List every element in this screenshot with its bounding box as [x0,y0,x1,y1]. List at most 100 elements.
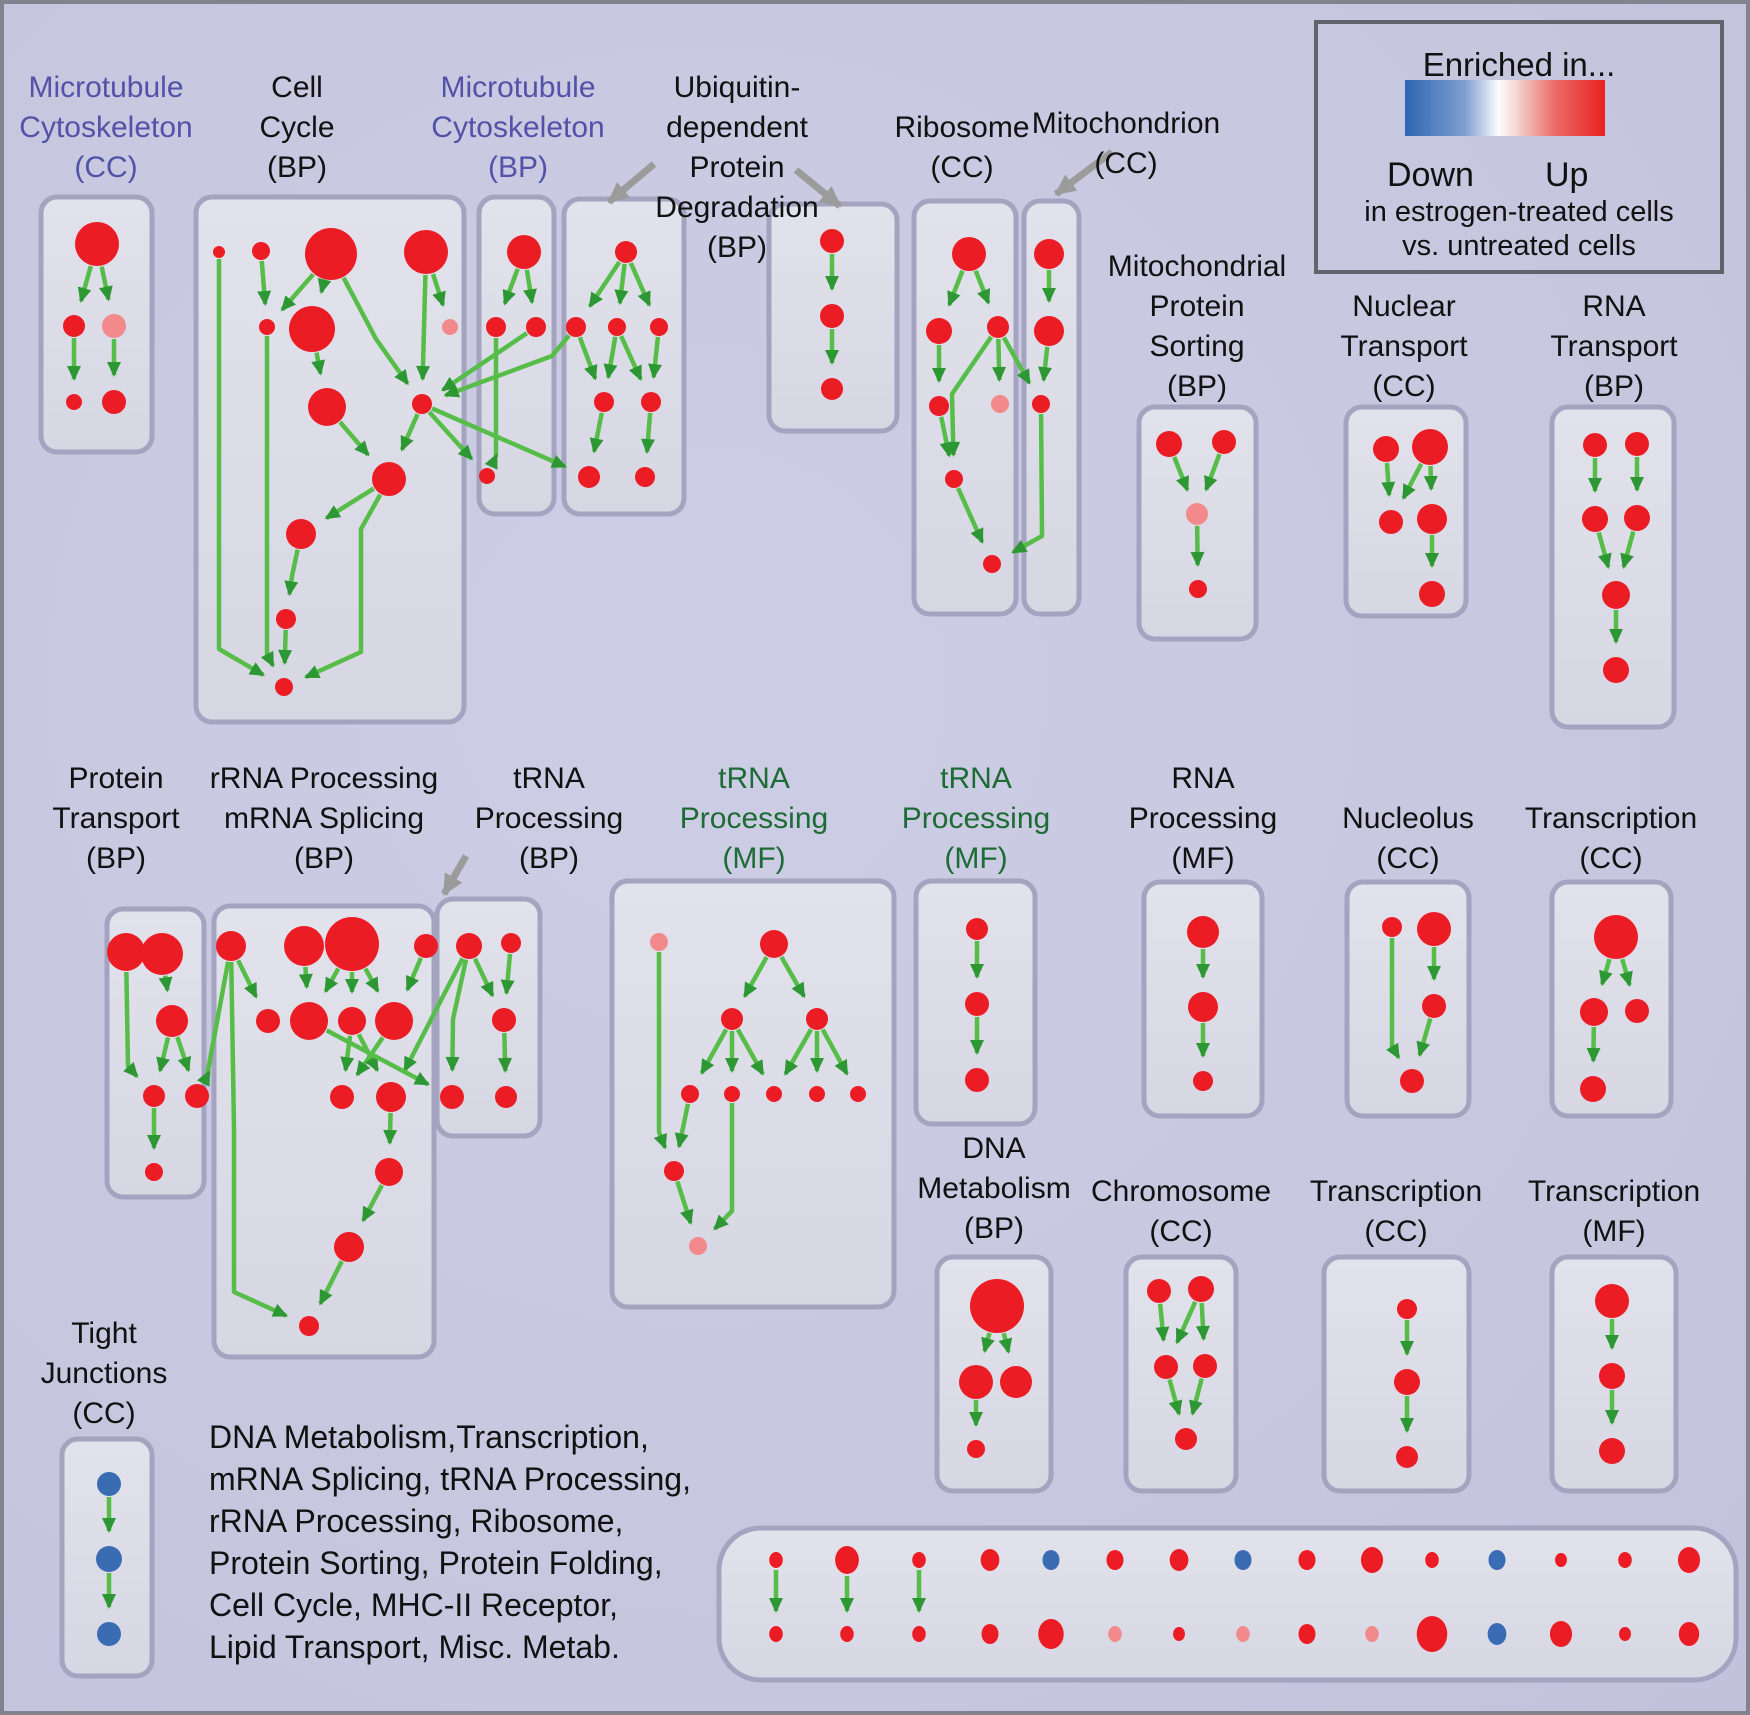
misc-category-list: DNA Metabolism,Transcription, mRNA Splici… [209,1416,691,1668]
cluster-box-trna-bp [434,896,543,1139]
label-chromosome-cc: Chromosome (CC) [1091,1172,1271,1252]
node-q8 [375,1002,413,1040]
label-trna-mf-large: tRNA Processing (MF) [680,759,828,879]
node-nt4 [1417,504,1447,534]
node-v2 [820,304,844,328]
label-ubiquitin-degradation: Ubiquitin-dependent Protein Degradation (BP… [655,68,818,268]
strip-bottom-node-9 [1365,1626,1379,1642]
label-rna-transport: RNA Transport (BP) [1550,287,1677,407]
node-t4 [440,1085,464,1109]
node-c4 [404,230,448,274]
node-i2 [1188,992,1218,1022]
label-rrna-mrna: rRNA Processing mRNA Splicing (BP) [210,759,438,879]
label-line: (CC) [1094,147,1158,180]
edge-q3-q8 [363,967,380,993]
edge-r1-r2 [947,269,965,307]
edge-u3-u6 [619,335,643,382]
edge-t2-t3 [500,953,515,996]
node-t3 [492,1008,516,1032]
edge-r4-r6 [939,416,954,458]
node-u3 [608,318,626,336]
edge-rt4-rt5 [1620,530,1636,569]
strip-bottom-node-4 [1038,1619,1064,1649]
node-nt1 [1373,436,1399,462]
cluster-box-mitochondrion-cc [1021,198,1082,617]
node-c6 [289,306,335,352]
strip-bottom-node-3 [981,1624,999,1644]
edge-t3-t5 [497,1032,512,1074]
cluster-box-transcription-cc-mid [1549,879,1674,1119]
label-line: tRNA [513,762,585,795]
edge-ch1-ch3 [1155,1303,1170,1343]
node-z1 [97,1472,121,1496]
node-r4 [929,396,949,416]
node-p4 [143,1085,165,1107]
node-r5 [991,395,1009,413]
label-line: (BP) [1583,370,1644,403]
label-line: (BP) [1166,370,1227,403]
label-line: Processing [901,802,1051,835]
cluster-box-microtubule-cc [38,194,155,455]
label-rna-processing-mf: RNA Processing (MF) [1129,759,1277,879]
node-a5 [102,390,126,414]
edge-r3-r5 [992,338,1007,383]
node-p3 [156,1005,188,1037]
node-c7 [442,319,458,335]
node-q1 [216,931,246,961]
legend-down-label: Down [1387,156,1474,194]
label-line: (CC) [1364,1215,1428,1248]
label-ribosome-cc: Ribosome (CC) [894,108,1029,188]
node-u4 [650,318,668,336]
node-g11 [689,1237,707,1255]
node-nu1 [1382,917,1402,937]
cluster-box-nuclear-transport [1343,404,1469,619]
node-a1 [75,222,119,266]
edge-u2-c9 [443,334,571,398]
label-line: Microtubule [440,71,596,104]
edge-g2-g4 [779,955,807,999]
node-nt3 [1379,510,1403,534]
label-protein-transport: Protein Transport (BP) [52,759,179,879]
edge-ms1-ms3 [1172,456,1190,492]
edge-c12-c13 [278,629,293,666]
strip-top-node-4 [1042,1550,1060,1570]
node-g8 [809,1086,825,1102]
edge-q1-p5 [197,961,231,1087]
label-line: Processing [679,802,829,835]
node-q11 [375,1158,403,1186]
node-rt4 [1624,505,1650,531]
edge-nt2-nt4 [1423,465,1438,492]
label-line: Protein [689,151,785,184]
node-c13 [275,678,293,696]
edge-g10-g11 [675,1180,694,1226]
cluster-box-ribosome-cc [911,198,1019,617]
edge-a1-a2 [77,265,93,303]
edge-mb3-c9 [441,331,529,392]
label-transcription-mf: Transcription (MF) [1528,1172,1700,1252]
label-tight-junctions: Tight Junctions (CC) [41,1314,168,1434]
node-h3 [965,1068,989,1092]
node-ch1 [1147,1279,1171,1303]
strip-top-node-13 [1618,1552,1632,1568]
edge-u6-u8 [641,412,656,455]
node-a3 [102,314,126,338]
edge-u1-u2 [587,260,622,308]
node-q4 [414,934,438,958]
node-d3 [1000,1366,1032,1398]
label-line: (MF) [722,842,786,875]
node-c11 [286,519,316,549]
strip-bottom-node-6 [1173,1627,1185,1641]
node-rt2 [1625,432,1649,456]
node-tc4 [1580,1076,1606,1102]
misc-category-line: Protein Sorting, Protein Folding, [209,1545,663,1581]
edge-ch2-ch4 [1195,1302,1210,1342]
edge-c6-c8 [311,352,325,376]
strip-top-node-3 [980,1549,1000,1571]
node-p2 [141,933,183,975]
label-line: (MF) [944,842,1008,875]
node-g1 [650,933,668,951]
label-line: Chromosome [1090,1175,1272,1208]
strip-top-node-12 [1555,1553,1567,1567]
edge-g3-g7 [735,1028,765,1076]
node-t5 [495,1086,517,1108]
